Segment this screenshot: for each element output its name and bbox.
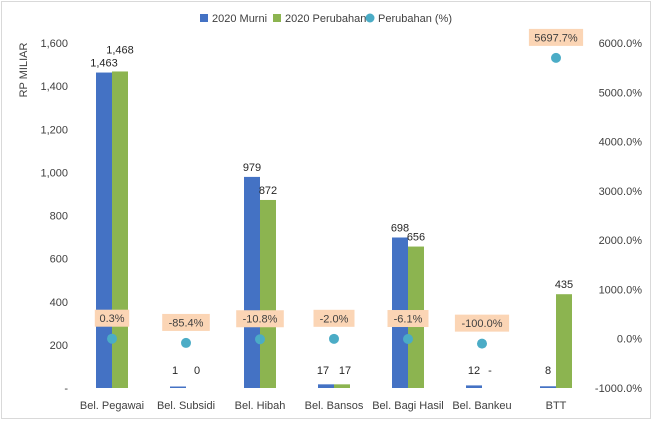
y-axis: - 200 400 600 800 1,000 1,200 1,400 1,600 — [40, 38, 68, 395]
point-perubahan-pct — [477, 338, 487, 349]
pct-label-background — [528, 28, 584, 46]
bar-2020-murni — [318, 384, 334, 388]
legend: 2020 Murni 2020 Perubahan Perubahan (%) — [200, 13, 452, 25]
points: 0.3% -85.4% -10.8% -2.0% -6.1% -100.0% 5697.7% — [94, 28, 584, 349]
y-axis-label: RP MILIAR — [18, 43, 30, 98]
y-tick-label: 400 — [50, 297, 68, 309]
x-tick-label: Bel. Bagi Hasil — [372, 400, 444, 412]
bar-2020-murni — [466, 385, 482, 388]
x-tick-label: Bel. Hibah — [235, 400, 286, 412]
y2-tick-label: 4000.0% — [599, 137, 643, 149]
point-perubahan-pct — [107, 333, 117, 344]
y2-tick-label: 5000.0% — [599, 87, 643, 99]
data-label-perubahan-pct: -2.0% — [320, 313, 349, 325]
y-tick-label: 1,000 — [40, 167, 68, 179]
y-tick-label: 1,200 — [40, 124, 68, 136]
bar-2020-murni — [170, 386, 186, 388]
bar-2020-murni — [244, 176, 260, 388]
x-tick-label: Bel. Subsidi — [157, 400, 215, 412]
pct-label-background — [313, 309, 355, 327]
data-label-2020-murni: 1,463 — [90, 58, 118, 70]
legend-swatch-2 — [273, 14, 281, 22]
y-tick-label: - — [64, 383, 68, 395]
pct-label-background — [236, 310, 284, 328]
y2-tick-label: 2000.0% — [599, 235, 643, 247]
data-label-perubahan-pct: -100.0% — [462, 318, 503, 330]
data-label-2020-murni: 17 — [317, 365, 329, 377]
pct-label-background — [454, 314, 510, 332]
x-tick-label: Bel. Pegawai — [80, 400, 144, 412]
data-label-2020-perubahan: 17 — [339, 365, 351, 377]
data-label-2020-perubahan: 1,468 — [106, 44, 134, 56]
x-tick-label: Bel. Bansos — [305, 400, 364, 412]
bar-2020-perubahan — [260, 199, 276, 388]
bar-2020-perubahan — [112, 71, 128, 389]
bar-2020-perubahan — [334, 384, 350, 388]
data-label-2020-murni: 1 — [172, 365, 178, 377]
y2-tick-label: 0.0% — [617, 334, 642, 346]
point-perubahan-pct — [403, 334, 413, 345]
data-label-2020-perubahan: 0 — [194, 365, 200, 377]
data-label-2020-murni: 8 — [545, 365, 551, 377]
legend-swatch-1 — [200, 14, 208, 22]
legend-swatch-3 — [365, 13, 375, 23]
y-tick-label: 800 — [50, 211, 68, 223]
data-label-perubahan-pct: -6.1% — [394, 314, 423, 326]
data-label-2020-perubahan: 656 — [407, 232, 425, 244]
y2-tick-label: 1000.0% — [599, 284, 643, 296]
bar-2020-perubahan — [556, 294, 572, 388]
y2-tick-label: 3000.0% — [599, 186, 643, 198]
x-axis: Bel. Pegawai Bel. Subsidi Bel. Hibah Bel. B… — [80, 400, 567, 412]
pct-label-background — [162, 313, 210, 331]
legend-label-2: 2020 Perubahan — [285, 13, 366, 25]
data-label-2020-murni: 979 — [243, 162, 261, 174]
y-tick-label: 200 — [50, 340, 68, 352]
y2-tick-label: -1000.0% — [595, 383, 642, 395]
y2-axis: -1000.0% 0.0% 1000.0% 2000.0% 3000.0% 4000.0%… — [595, 38, 642, 395]
y-tick-label: 600 — [50, 254, 68, 266]
data-label-perubahan-pct: -85.4% — [169, 317, 204, 329]
x-tick-label: BTT — [546, 400, 567, 412]
y-tick-label: 1,600 — [40, 38, 68, 50]
data-label-perubahan-pct: 0.3% — [99, 313, 124, 325]
y2-tick-label: 6000.0% — [599, 38, 643, 50]
data-label-perubahan-pct: 5697.7% — [534, 32, 578, 44]
point-perubahan-pct — [255, 334, 265, 345]
legend-label-3: Perubahan (%) — [378, 13, 452, 25]
data-label-2020-perubahan: - — [488, 365, 492, 377]
data-label-2020-perubahan: 435 — [555, 279, 573, 291]
data-label-2020-murni: 12 — [468, 365, 480, 377]
pct-label-background — [94, 309, 130, 327]
data-label-2020-perubahan: 872 — [259, 185, 277, 197]
point-perubahan-pct — [551, 52, 561, 63]
x-tick-label: Bel. Bankeu — [452, 400, 511, 412]
bar-2020-murni — [96, 72, 112, 389]
point-perubahan-pct — [329, 333, 339, 344]
legend-label-1: 2020 Murni — [212, 13, 267, 25]
data-label-perubahan-pct: -10.8% — [243, 314, 278, 326]
data-label-2020-murni: 698 — [391, 222, 409, 234]
bar-2020-murni — [540, 386, 556, 388]
pct-label-background — [387, 310, 429, 328]
y-tick-label: 1,400 — [40, 81, 68, 93]
point-perubahan-pct — [181, 337, 191, 348]
